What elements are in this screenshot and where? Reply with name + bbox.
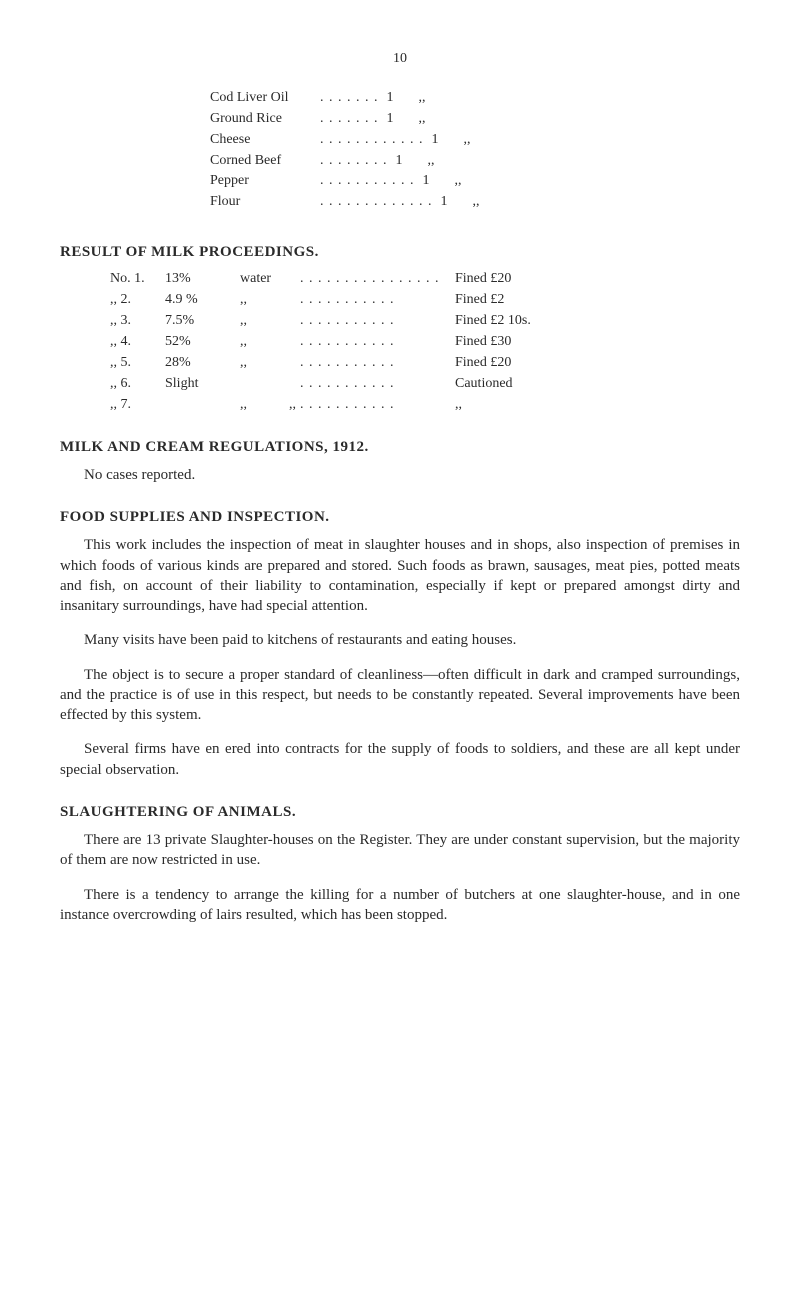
list-item: Pepper . . . . . . . . . . . 1 ,, bbox=[210, 172, 740, 191]
page-number: 10 bbox=[60, 50, 740, 69]
milk-word: ,, bbox=[240, 291, 300, 310]
list-item: Cod Liver Oil . . . . . . . 1 ,, bbox=[210, 89, 740, 108]
milk-pct: 52% bbox=[165, 333, 240, 352]
table-row: ,, 2. 4.9 % ,, . . . . . . . . . . . Fin… bbox=[110, 291, 740, 310]
item-name: Flour bbox=[210, 193, 320, 212]
item-ditto: ,, bbox=[428, 152, 435, 171]
item-ditto: ,, bbox=[419, 110, 426, 129]
milk-no: ,, 2. bbox=[110, 291, 165, 310]
list-item: Cheese . . . . . . . . . . . . 1 ,, bbox=[210, 131, 740, 150]
milk-word: water bbox=[240, 270, 300, 289]
milk-word: ,, bbox=[240, 333, 300, 352]
milk-dots: . . . . . . . . . . . bbox=[300, 291, 440, 310]
milk-result: Fined £30 bbox=[455, 333, 511, 352]
food-supplies-p1: This work includes the inspection of mea… bbox=[60, 535, 740, 616]
milk-no: ,, 3. bbox=[110, 312, 165, 331]
item-qty: 1 bbox=[396, 152, 403, 171]
item-dots: . . . . . . . . . . . . bbox=[320, 131, 424, 150]
table-row: ,, 5. 28% ,, . . . . . . . . . . . Fined… bbox=[110, 354, 740, 373]
milk-result: Cautioned bbox=[455, 375, 513, 394]
food-supplies-p2: Many visits have been paid to kitchens o… bbox=[60, 630, 740, 650]
food-supplies-p3: The object is to secure a proper standar… bbox=[60, 665, 740, 726]
item-dots: . . . . . . . . . . . . . bbox=[320, 193, 433, 212]
food-supplies-p4: Several firms have en ered into contract… bbox=[60, 739, 740, 780]
item-name: Cod Liver Oil bbox=[210, 89, 320, 108]
milk-result: Fined £20 bbox=[455, 354, 511, 373]
milk-result: ,, bbox=[455, 396, 462, 415]
section-header-food-supplies: FOOD SUPPLIES AND INSPECTION. bbox=[60, 507, 740, 527]
milk-pct: 28% bbox=[165, 354, 240, 373]
milk-no: ,, 5. bbox=[110, 354, 165, 373]
table-row: No. 1. 13% water . . . . . . . . . . . .… bbox=[110, 270, 740, 289]
table-row: ,, 4. 52% ,, . . . . . . . . . . . Fined… bbox=[110, 333, 740, 352]
item-qty: 1 bbox=[441, 193, 448, 212]
item-name: Pepper bbox=[210, 172, 320, 191]
milk-pct: Slight bbox=[165, 375, 240, 394]
item-qty: 1 bbox=[387, 110, 394, 129]
milk-result: Fined £2 bbox=[455, 291, 504, 310]
milk-word: ,, bbox=[240, 312, 300, 331]
item-qty: 1 bbox=[387, 89, 394, 108]
milk-word: ,, ,, bbox=[240, 396, 300, 415]
milk-result: Fined £20 bbox=[455, 270, 511, 289]
milk-cream-text: No cases reported. bbox=[60, 465, 740, 485]
milk-no: ,, 6. bbox=[110, 375, 165, 394]
milk-pct: 13% bbox=[165, 270, 240, 289]
milk-dots: . . . . . . . . . . . bbox=[300, 354, 440, 373]
item-qty: 1 bbox=[423, 172, 430, 191]
item-name: Corned Beef bbox=[210, 152, 320, 171]
item-name: Ground Rice bbox=[210, 110, 320, 129]
milk-pct: 7.5% bbox=[165, 312, 240, 331]
milk-no: No. 1. bbox=[110, 270, 165, 289]
milk-pct: 4.9 % bbox=[165, 291, 240, 310]
item-dots: . . . . . . . . . . . bbox=[320, 172, 415, 191]
milk-result: Fined £2 10s. bbox=[455, 312, 531, 331]
item-ditto: ,, bbox=[455, 172, 462, 191]
list-item: Ground Rice . . . . . . . 1 ,, bbox=[210, 110, 740, 129]
list-item: Flour . . . . . . . . . . . . . 1 ,, bbox=[210, 193, 740, 212]
table-row: ,, 7. ,, ,, . . . . . . . . . . . ,, bbox=[110, 396, 740, 415]
list-item: Corned Beef . . . . . . . . 1 ,, bbox=[210, 152, 740, 171]
item-dots: . . . . . . . . bbox=[320, 152, 388, 171]
milk-no: ,, 7. bbox=[110, 396, 165, 415]
section-header-milk-proceedings: RESULT OF MILK PROCEEDINGS. bbox=[60, 242, 740, 262]
milk-proceedings-table: No. 1. 13% water . . . . . . . . . . . .… bbox=[110, 270, 740, 414]
section-header-milk-cream: MILK AND CREAM REGULATIONS, 1912. bbox=[60, 437, 740, 457]
milk-dots: . . . . . . . . . . . bbox=[300, 375, 440, 394]
milk-dots: . . . . . . . . . . . bbox=[300, 333, 440, 352]
section-header-slaughtering: SLAUGHTERING OF ANIMALS. bbox=[60, 802, 740, 822]
item-ditto: ,, bbox=[464, 131, 471, 150]
table-row: ,, 3. 7.5% ,, . . . . . . . . . . . Fine… bbox=[110, 312, 740, 331]
milk-dots: . . . . . . . . . . . . . . . . bbox=[300, 270, 440, 289]
item-ditto: ,, bbox=[473, 193, 480, 212]
item-dots: . . . . . . . bbox=[320, 110, 379, 129]
slaughtering-p2: There is a tendency to arrange the killi… bbox=[60, 885, 740, 926]
item-ditto: ,, bbox=[419, 89, 426, 108]
item-qty: 1 bbox=[432, 131, 439, 150]
milk-dots: . . . . . . . . . . . bbox=[300, 312, 440, 331]
milk-word: ,, bbox=[240, 354, 300, 373]
item-name: Cheese bbox=[210, 131, 320, 150]
top-item-list: Cod Liver Oil . . . . . . . 1 ,, Ground … bbox=[210, 89, 740, 212]
table-row: ,, 6. Slight . . . . . . . . . . . Cauti… bbox=[110, 375, 740, 394]
slaughtering-p1: There are 13 private Slaughter-houses on… bbox=[60, 830, 740, 871]
milk-dots: . . . . . . . . . . . bbox=[300, 396, 440, 415]
milk-no: ,, 4. bbox=[110, 333, 165, 352]
item-dots: . . . . . . . bbox=[320, 89, 379, 108]
